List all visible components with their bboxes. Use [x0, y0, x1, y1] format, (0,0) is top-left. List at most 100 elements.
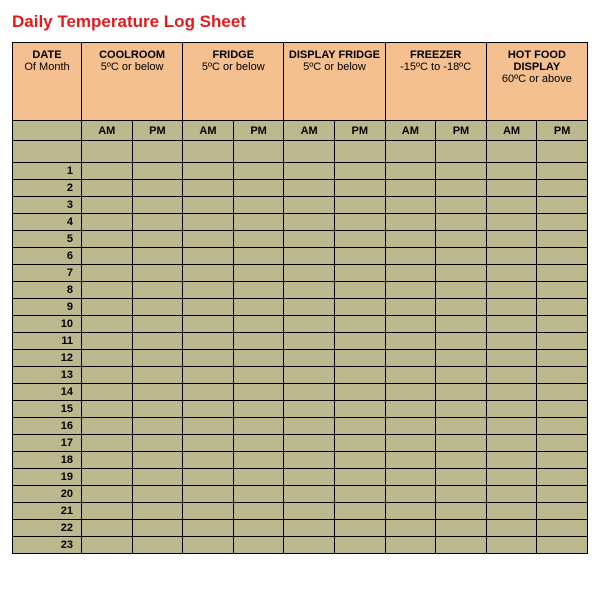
log-cell	[82, 537, 133, 554]
log-cell	[82, 333, 133, 350]
date-cell: 1	[13, 163, 82, 180]
log-cell	[233, 282, 284, 299]
ampm-header: AM	[284, 121, 335, 141]
date-cell: 15	[13, 401, 82, 418]
log-cell	[486, 248, 537, 265]
page-title: Daily Temperature Log Sheet	[12, 12, 588, 32]
log-cell	[132, 435, 183, 452]
log-cell	[436, 214, 487, 231]
log-cell	[132, 316, 183, 333]
log-cell	[284, 486, 335, 503]
log-cell	[233, 265, 284, 282]
log-cell	[284, 197, 335, 214]
log-cell	[436, 231, 487, 248]
log-cell	[436, 367, 487, 384]
log-cell	[82, 452, 133, 469]
log-cell	[385, 282, 436, 299]
log-cell	[284, 265, 335, 282]
log-cell	[183, 248, 234, 265]
log-cell	[132, 503, 183, 520]
log-cell	[233, 163, 284, 180]
table-row: 16	[13, 418, 588, 435]
table-row: 11	[13, 333, 588, 350]
log-cell	[334, 350, 385, 367]
log-cell	[284, 452, 335, 469]
log-cell	[284, 469, 335, 486]
log-cell	[537, 180, 588, 197]
log-cell	[284, 180, 335, 197]
log-cell	[334, 401, 385, 418]
date-cell: 16	[13, 418, 82, 435]
log-cell	[233, 248, 284, 265]
table-row: 12	[13, 350, 588, 367]
log-cell	[385, 435, 436, 452]
log-cell	[436, 537, 487, 554]
log-cell	[82, 401, 133, 418]
log-cell	[334, 333, 385, 350]
log-cell	[486, 214, 537, 231]
table-row: 18	[13, 452, 588, 469]
log-cell	[537, 350, 588, 367]
log-cell	[436, 180, 487, 197]
ampm-header: PM	[334, 121, 385, 141]
log-cell	[537, 418, 588, 435]
date-cell: 13	[13, 367, 82, 384]
column-header-line2: 60ºC or above	[489, 73, 585, 85]
log-cell	[132, 282, 183, 299]
log-cell	[486, 520, 537, 537]
log-cell	[183, 265, 234, 282]
table-row: 14	[13, 384, 588, 401]
table-row: 13	[13, 367, 588, 384]
log-cell	[385, 486, 436, 503]
log-cell	[334, 435, 385, 452]
log-cell	[233, 141, 284, 163]
log-cell	[334, 282, 385, 299]
log-cell	[132, 163, 183, 180]
log-cell	[183, 282, 234, 299]
log-cell	[82, 299, 133, 316]
log-cell	[385, 316, 436, 333]
column-header: FREEZER-15ºC to -18ºC	[385, 43, 486, 121]
log-cell	[233, 197, 284, 214]
log-cell	[132, 248, 183, 265]
log-cell	[82, 486, 133, 503]
log-cell	[486, 316, 537, 333]
table-row: 23	[13, 537, 588, 554]
log-cell	[385, 469, 436, 486]
log-cell	[82, 367, 133, 384]
log-cell	[385, 163, 436, 180]
table-row: 19	[13, 469, 588, 486]
log-cell	[436, 141, 487, 163]
log-cell	[233, 214, 284, 231]
log-cell	[233, 367, 284, 384]
table-row: 10	[13, 316, 588, 333]
log-cell	[436, 384, 487, 401]
column-header: HOT FOOD DISPLAY60ºC or above	[486, 43, 587, 121]
log-cell	[82, 163, 133, 180]
log-cell	[486, 503, 537, 520]
log-cell	[334, 469, 385, 486]
date-cell: 4	[13, 214, 82, 231]
date-cell: 14	[13, 384, 82, 401]
log-cell	[183, 367, 234, 384]
log-cell	[436, 197, 487, 214]
log-cell	[233, 231, 284, 248]
date-cell: 22	[13, 520, 82, 537]
ampm-header: AM	[183, 121, 234, 141]
log-cell	[284, 520, 335, 537]
log-cell	[233, 384, 284, 401]
log-cell	[334, 265, 385, 282]
ampm-header: PM	[233, 121, 284, 141]
table-row: 6	[13, 248, 588, 265]
date-cell: 20	[13, 486, 82, 503]
column-header-line1: FRIDGE	[185, 49, 281, 61]
log-cell	[334, 486, 385, 503]
column-header-line2: 5ºC or below	[286, 61, 382, 73]
log-cell	[284, 231, 335, 248]
log-cell	[334, 452, 385, 469]
log-cell	[183, 401, 234, 418]
log-cell	[233, 537, 284, 554]
log-cell	[537, 163, 588, 180]
log-cell	[284, 435, 335, 452]
log-cell	[284, 384, 335, 401]
